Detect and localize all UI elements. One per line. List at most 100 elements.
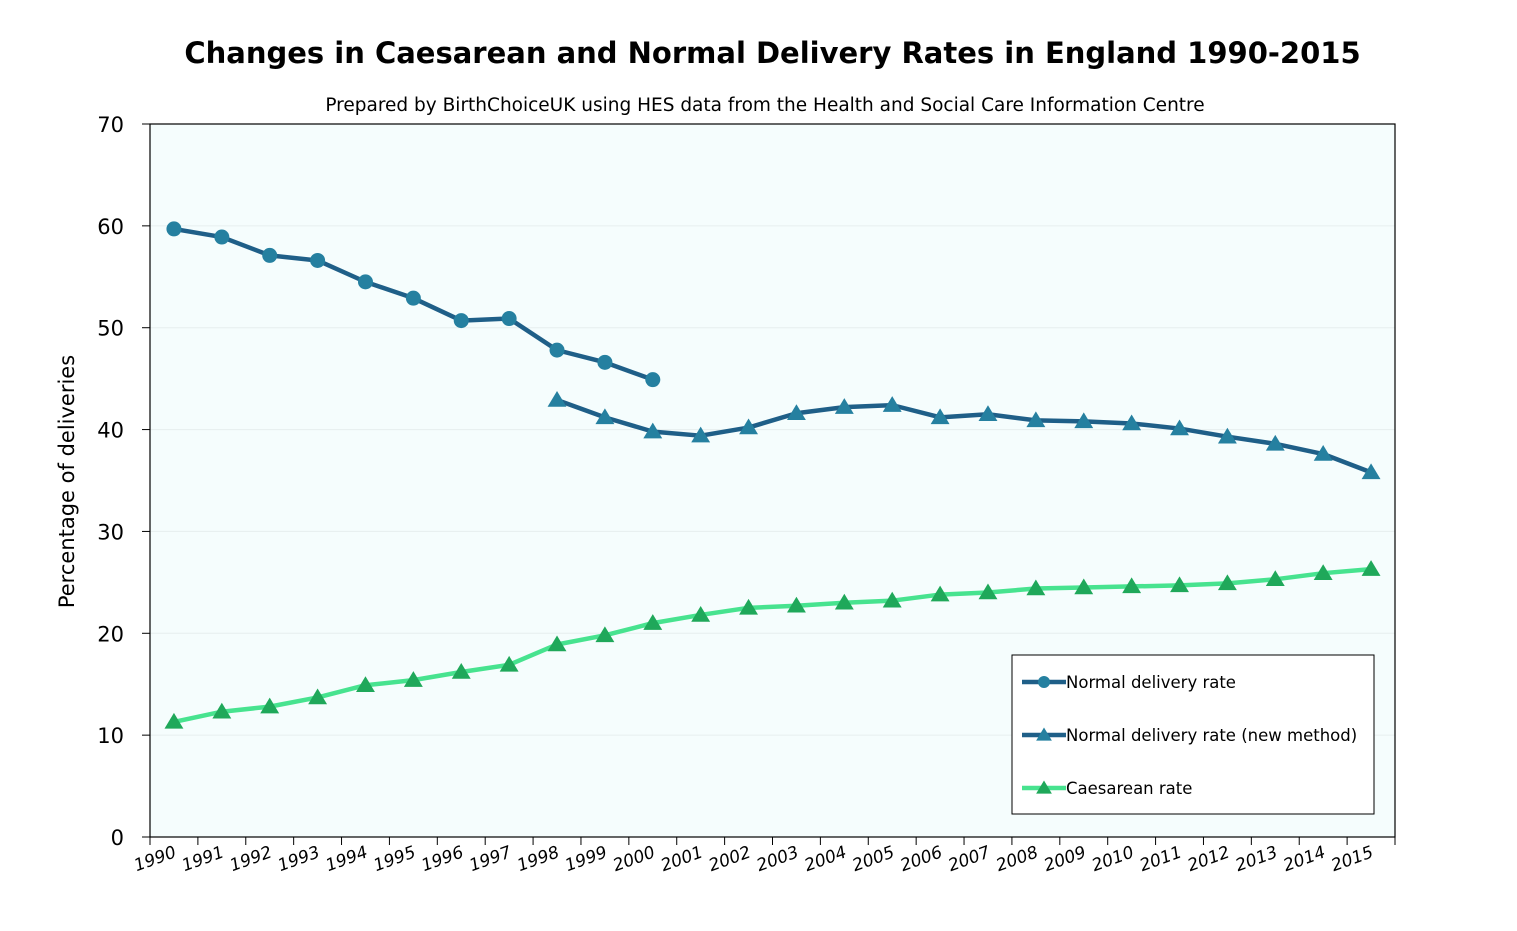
data-point [308, 688, 328, 705]
series-layer [164, 221, 1381, 729]
y-tick-label: 10 [97, 724, 124, 748]
data-point [691, 605, 711, 622]
data-point [356, 676, 375, 692]
legend-marker [1036, 780, 1052, 794]
data-point [643, 614, 663, 630]
x-tick-label: 2011 [1137, 843, 1184, 877]
data-point [882, 396, 902, 412]
y-tick-label: 0 [111, 826, 124, 850]
data-point [1265, 570, 1285, 587]
data-point [645, 372, 661, 388]
data-point [1313, 564, 1333, 580]
x-tick-label: 1991 [179, 843, 226, 877]
data-point [1217, 427, 1237, 444]
data-point [882, 591, 902, 608]
data-point [451, 662, 471, 679]
x-tick-label: 2005 [850, 843, 897, 877]
x-tick-label: 2013 [1233, 843, 1280, 877]
y-tick-label: 20 [97, 622, 124, 646]
x-tick-label: 1999 [563, 843, 610, 877]
data-point [549, 342, 565, 358]
x-tick-label: 1992 [227, 843, 274, 877]
series-line [171, 566, 1374, 725]
legend-marker [1036, 727, 1052, 741]
y-tick-label: 30 [97, 520, 124, 544]
legend-label: Normal delivery rate [1066, 673, 1236, 692]
data-point [453, 313, 469, 329]
legend-marker [1038, 676, 1050, 688]
data-point [164, 712, 184, 729]
data-point [1122, 414, 1142, 431]
data-point [978, 405, 998, 422]
series-normal-delivery-rate [166, 221, 661, 388]
data-point [403, 671, 423, 687]
data-point [834, 398, 854, 414]
data-point [1074, 412, 1094, 429]
data-point [212, 702, 232, 719]
y-tick-label: 70 [97, 113, 124, 137]
data-point [357, 274, 373, 290]
x-tick-label: 2006 [898, 842, 946, 876]
data-point [1313, 445, 1333, 461]
x-axis-ticks: 1990 1991 1992 1993 1994 1995 1996 1997 1998 1999… [132, 837, 1396, 877]
data-point [1170, 576, 1189, 593]
chart-title: Changes in Caesarean and Normal Delivery… [184, 36, 1361, 70]
y-axis-ticks: 0 10 20 30 40 50 60 70 [97, 113, 150, 850]
x-tick-label: 1995 [371, 843, 418, 877]
data-point [786, 404, 806, 421]
legend-box [1011, 654, 1375, 815]
data-point [547, 635, 567, 652]
x-tick-label: 2010 [1089, 843, 1136, 877]
chart-subtitle: Prepared by BirthChoiceUK using HES data… [325, 95, 1205, 116]
data-point [310, 252, 326, 268]
data-point [691, 426, 711, 443]
x-tick-label: 2008 [993, 842, 1041, 876]
data-point [547, 391, 567, 407]
data-point [595, 626, 615, 643]
x-tick-label: 2014 [1281, 843, 1328, 877]
legend-label: Normal delivery rate (new method) [1066, 726, 1357, 745]
x-tick-label: 1998 [515, 842, 563, 876]
x-tick-label: 2007 [946, 842, 994, 876]
legend-item: Normal delivery rate [1022, 673, 1236, 692]
data-point [739, 598, 759, 615]
data-point [1361, 560, 1381, 576]
data-point [1361, 463, 1381, 480]
data-point [643, 422, 663, 439]
legend-label: Caesarean rate [1066, 779, 1192, 798]
data-point [786, 596, 806, 613]
data-point [260, 697, 280, 714]
x-tick-label: 2012 [1185, 843, 1232, 877]
data-point [499, 655, 519, 672]
data-point [405, 290, 421, 306]
x-tick-label: 1996 [419, 842, 467, 876]
series-normal-delivery-rate-new-method [547, 391, 1381, 480]
data-point [739, 418, 759, 435]
data-point [1026, 579, 1046, 596]
data-point [834, 593, 854, 610]
y-tick-label: 50 [97, 317, 124, 341]
legend: Normal delivery rate Normal delivery rate… [1011, 654, 1375, 815]
legend-item: Normal delivery rate (new method) [1022, 726, 1357, 745]
x-tick-label: 2009 [1041, 843, 1088, 877]
data-point [501, 311, 517, 327]
data-point [1170, 419, 1189, 436]
x-tick-label: 1994 [323, 843, 370, 877]
data-point [1217, 574, 1237, 591]
x-tick-label: 1993 [275, 843, 322, 877]
data-point [214, 229, 230, 245]
y-tick-label: 60 [97, 215, 124, 239]
x-tick-label: 2002 [706, 843, 753, 877]
data-point [978, 583, 998, 600]
data-point [262, 247, 278, 263]
data-point [1026, 411, 1046, 428]
data-point [166, 221, 182, 237]
data-point [595, 408, 615, 425]
y-axis-label: Percentage of deliveries [55, 355, 79, 608]
series-line [554, 397, 1374, 475]
data-point [1074, 578, 1094, 595]
data-point [930, 408, 950, 425]
data-point [597, 354, 613, 370]
x-tick-label: 1997 [467, 842, 515, 876]
